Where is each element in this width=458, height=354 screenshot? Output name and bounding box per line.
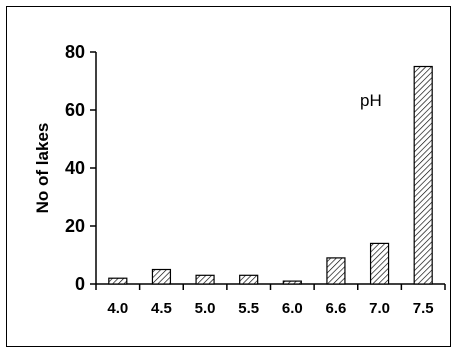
bar [413, 65, 433, 285]
y-tick-label: 0 [75, 274, 85, 294]
x-tick-label: 4.0 [107, 300, 128, 317]
bar [282, 280, 302, 285]
y-tick-label: 40 [65, 158, 85, 178]
annotation-label: pH [360, 91, 382, 110]
bar [326, 257, 346, 285]
y-tick-label: 60 [65, 100, 85, 120]
y-axis-title: No of lakes [33, 123, 52, 214]
bar [239, 274, 259, 285]
y-tick-label: 80 [65, 42, 85, 62]
x-tick-label: 7.0 [369, 300, 390, 317]
x-tick-label: 6.6 [326, 300, 347, 317]
x-tick-labels: 4.0 4.5 5.0 5.5 6.0 6.6 7.0 7.5 [107, 300, 433, 317]
x-tick-label: 4.5 [151, 300, 172, 317]
x-tick-label: 6.0 [282, 300, 303, 317]
bar [195, 274, 215, 285]
axes [90, 51, 446, 290]
bar [151, 268, 172, 285]
x-tick-label: 5.0 [195, 300, 216, 317]
bar [369, 242, 390, 285]
y-tick-labels: 0 20 40 60 80 [65, 42, 85, 294]
bars [108, 65, 433, 285]
bar [108, 277, 128, 285]
y-tick-label: 20 [65, 216, 85, 236]
x-tick-label: 7.5 [413, 300, 434, 317]
x-tick-label: 5.5 [238, 300, 259, 317]
chart-frame [6, 6, 451, 347]
